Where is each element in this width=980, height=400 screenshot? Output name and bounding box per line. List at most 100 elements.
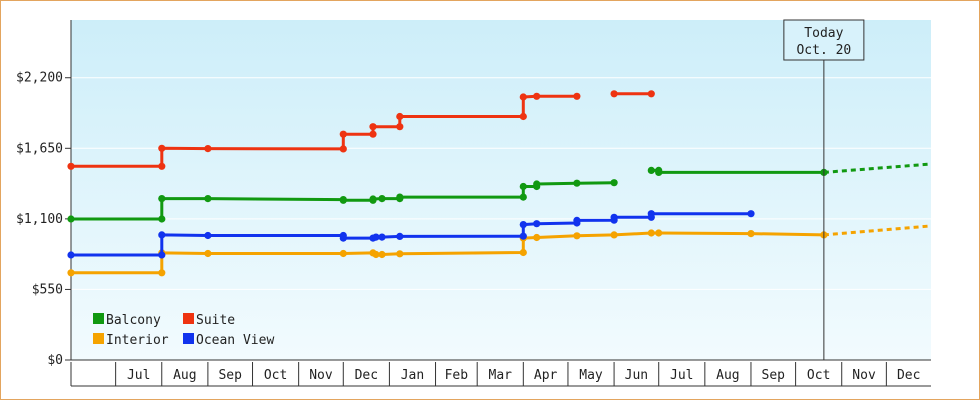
today-date-label: Oct. 20 [796,43,851,58]
x-tick-label: May [579,368,603,383]
data-point [533,233,541,242]
data-point [204,231,212,240]
data-point [158,269,166,277]
data-point [67,162,75,170]
data-point [339,249,347,258]
data-point [396,250,404,258]
series-balcony [67,162,932,223]
y-tick-label: $1,100 [16,212,63,227]
data-point [610,90,618,98]
data-point [378,195,386,203]
x-tick-label: Feb [445,368,469,383]
data-point [747,230,755,238]
data-point [519,221,527,229]
x-tick-label: Jul [127,368,150,383]
data-point [369,130,377,138]
x-tick-label: Dec [897,368,920,383]
data-point [519,248,527,257]
legend: Balcony Suite Interior Ocean View [93,313,274,348]
legend-swatch [183,313,194,324]
data-point [339,196,347,204]
x-tick-label: Apr [534,368,558,383]
data-point [67,269,75,277]
data-point [533,92,541,100]
data-point [519,232,527,240]
today-marker: Today Oct. 20 [783,19,865,360]
legend-label: Ocean View [196,333,274,348]
data-point [158,231,166,239]
data-point [647,166,655,174]
x-tick-label: Aug [716,368,739,383]
x-tick-label: Nov [309,368,333,383]
data-point [610,213,618,221]
data-point [747,210,755,218]
data-point [519,112,527,121]
data-point [573,179,581,187]
x-tick-label: Jan [401,368,424,383]
data-point [519,193,527,201]
data-point [369,123,377,131]
x-tick-label: Sep [762,368,786,383]
x-tick-label: Aug [173,368,196,383]
data-point [533,220,541,228]
data-point [396,232,404,240]
data-point [610,231,618,239]
legend-item: Suite [183,313,235,328]
data-point [610,179,618,187]
data-point [67,215,75,223]
legend-item: Balcony [93,313,161,328]
y-tick-label: $550 [32,282,63,297]
data-point [573,232,581,240]
data-point [339,130,347,138]
series-lines [67,90,932,277]
data-point [204,249,212,258]
legend-swatch [183,333,194,344]
x-tick-label: Nov [852,368,876,383]
data-point [519,93,527,101]
data-point [67,251,75,259]
legend-item: Ocean View [183,333,274,348]
plot-background [71,20,931,360]
x-tick-label: Dec [355,368,378,383]
today-box [783,19,865,61]
data-point [655,229,663,237]
data-point [339,145,347,153]
data-point [647,229,655,237]
series-suite [67,90,655,170]
data-point [339,234,347,242]
data-point [204,195,212,203]
legend-swatch [93,313,104,324]
x-tick-label: Sep [218,368,242,383]
x-tick-label: Jun [625,368,648,383]
y-tick-label: $0 [47,353,63,368]
legend-label: Balcony [106,313,161,328]
data-point [647,90,655,98]
data-point [647,210,655,218]
data-point [158,195,166,203]
data-point [372,233,380,241]
data-point [372,250,380,259]
data-point [655,168,663,176]
legend-swatch [93,333,104,344]
data-point [396,123,404,131]
today-label: Today [804,26,843,41]
legend-item: Interior [93,333,169,348]
data-point [378,250,386,259]
data-point [158,162,166,170]
legend-label: Suite [196,313,235,328]
data-point [396,193,404,201]
x-tick-label: Mar [489,368,513,383]
data-point [204,145,212,153]
data-point [158,215,166,223]
y-tick-label: $1,650 [16,141,63,156]
legend-label: Interior [106,333,169,348]
y-tick-label: $2,200 [16,71,63,86]
series-ocean-view [67,210,755,259]
data-point [396,112,404,121]
data-point [533,180,541,188]
data-point [378,233,386,241]
data-point [573,216,581,224]
x-tick-label: Jul [670,368,693,383]
x-tick-label: Oct [807,368,830,383]
